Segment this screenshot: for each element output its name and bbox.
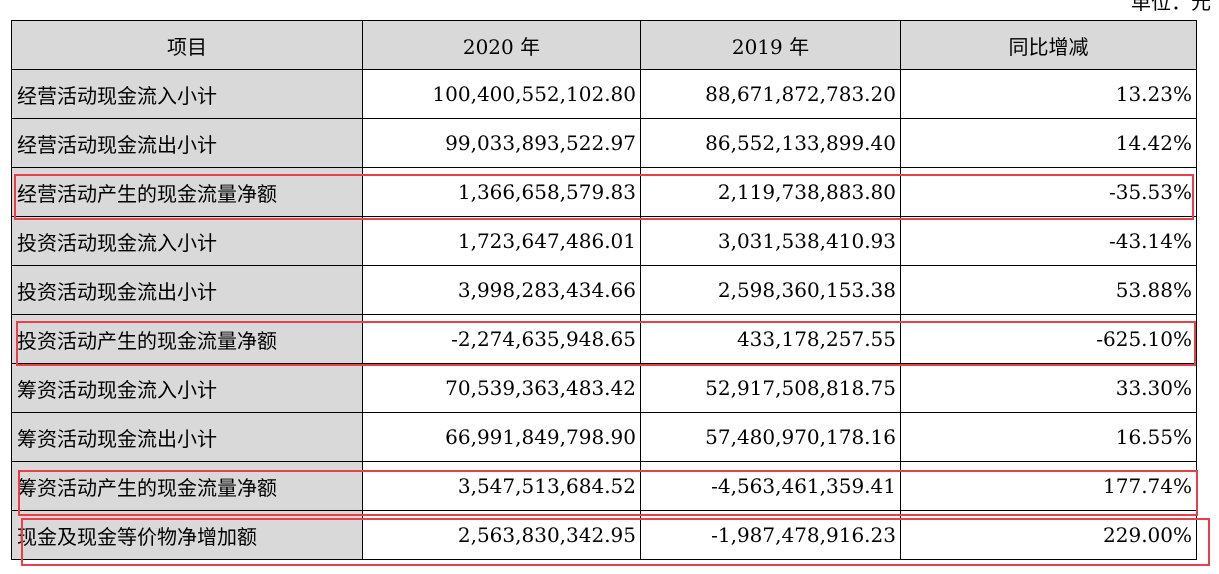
row-item: 投资活动产生的现金流量净额: [11, 314, 363, 364]
row-item: 投资活动现金流入小计: [11, 216, 363, 266]
row-item: 经营活动产生的现金流量净额: [11, 167, 363, 217]
header-2020: 2020 年: [362, 20, 641, 70]
table-row: 筹资活动产生的现金流量净额 3,547,513,684.52 -4,563,46…: [11, 461, 1197, 511]
row-2020-value: 3,547,513,684.52: [362, 461, 641, 511]
table-row: 筹资活动现金流出小计 66,991,849,798.90 57,480,970,…: [11, 412, 1197, 462]
row-2019-value: -1,987,478,916.23: [640, 510, 901, 560]
row-2019-value: 86,552,133,899.40: [640, 118, 901, 168]
row-item: 经营活动现金流入小计: [11, 69, 363, 119]
table-row: 投资活动产生的现金流量净额 -2,274,635,948.65 433,178,…: [11, 314, 1197, 364]
header-item: 项目: [11, 20, 363, 70]
table-row: 投资活动现金流入小计 1,723,647,486.01 3,031,538,41…: [11, 216, 1197, 266]
row-item: 现金及现金等价物净增加额: [11, 510, 363, 560]
row-yoy-value: 14.42%: [900, 118, 1197, 168]
row-item: 筹资活动现金流出小计: [11, 412, 363, 462]
row-item: 投资活动现金流出小计: [11, 265, 363, 315]
table-row: 投资活动现金流出小计 3,998,283,434.66 2,598,360,15…: [11, 265, 1197, 315]
table-row: 经营活动产生的现金流量净额 1,366,658,579.83 2,119,738…: [11, 167, 1197, 217]
row-2019-value: 52,917,508,818.75: [640, 363, 901, 413]
row-yoy-value: 33.30%: [900, 363, 1197, 413]
row-yoy-value: 16.55%: [900, 412, 1197, 462]
table-header-row: 项目 2020 年 2019 年 同比增减: [11, 20, 1197, 70]
row-item: 筹资活动产生的现金流量净额: [11, 461, 363, 511]
cash-flow-table: 项目 2020 年 2019 年 同比增减 经营活动现金流入小计 100,400…: [11, 20, 1197, 560]
row-yoy-value: 13.23%: [900, 69, 1197, 119]
row-2019-value: 57,480,970,178.16: [640, 412, 901, 462]
row-2019-value: 2,598,360,153.38: [640, 265, 901, 315]
unit-label: 单位：元: [1131, 0, 1211, 14]
row-2020-value: 1,366,658,579.83: [362, 167, 641, 217]
header-2019: 2019 年: [640, 20, 901, 70]
table-row: 经营活动现金流出小计 99,033,893,522.97 86,552,133,…: [11, 118, 1197, 168]
row-yoy-value: 53.88%: [900, 265, 1197, 315]
row-2020-value: 100,400,552,102.80: [362, 69, 641, 119]
table-row: 现金及现金等价物净增加额 2,563,830,342.95 -1,987,478…: [11, 510, 1197, 560]
row-yoy-value: -43.14%: [900, 216, 1197, 266]
table-row: 经营活动现金流入小计 100,400,552,102.80 88,671,872…: [11, 69, 1197, 119]
row-2019-value: 433,178,257.55: [640, 314, 901, 364]
row-2020-value: -2,274,635,948.65: [362, 314, 641, 364]
row-yoy-value: 229.00%: [900, 510, 1197, 560]
row-item: 经营活动现金流出小计: [11, 118, 363, 168]
row-yoy-value: -35.53%: [900, 167, 1197, 217]
row-2019-value: 3,031,538,410.93: [640, 216, 901, 266]
row-yoy-value: -625.10%: [900, 314, 1197, 364]
row-2020-value: 2,563,830,342.95: [362, 510, 641, 560]
row-2019-value: 2,119,738,883.80: [640, 167, 901, 217]
header-yoy: 同比增减: [900, 20, 1197, 70]
row-item: 筹资活动现金流入小计: [11, 363, 363, 413]
row-2020-value: 70,539,363,483.42: [362, 363, 641, 413]
row-2019-value: -4,563,461,359.41: [640, 461, 901, 511]
row-2020-value: 99,033,893,522.97: [362, 118, 641, 168]
row-2020-value: 66,991,849,798.90: [362, 412, 641, 462]
row-2019-value: 88,671,872,783.20: [640, 69, 901, 119]
row-yoy-value: 177.74%: [900, 461, 1197, 511]
table-row: 筹资活动现金流入小计 70,539,363,483.42 52,917,508,…: [11, 363, 1197, 413]
row-2020-value: 3,998,283,434.66: [362, 265, 641, 315]
row-2020-value: 1,723,647,486.01: [362, 216, 641, 266]
